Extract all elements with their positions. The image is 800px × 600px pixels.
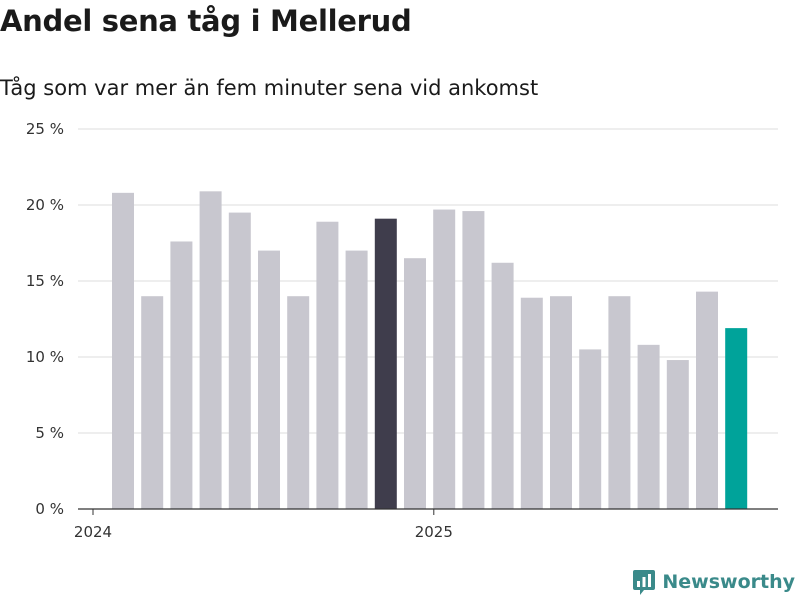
bar (520, 297, 543, 509)
bar (725, 328, 748, 509)
y-tick-label: 25 % (26, 120, 64, 138)
bar (374, 218, 397, 509)
y-tick-label: 0 % (35, 500, 64, 518)
bar (287, 296, 310, 509)
y-tick-label: 15 % (26, 272, 64, 290)
y-tick-label: 20 % (26, 196, 64, 214)
newsworthy-logo-icon (633, 570, 656, 595)
bar (345, 250, 368, 509)
bar (608, 296, 631, 509)
bar (579, 349, 602, 509)
bar (112, 192, 134, 509)
bar (491, 262, 514, 509)
bar (141, 296, 164, 509)
bar (404, 258, 426, 509)
bar (696, 291, 718, 509)
bar (550, 296, 572, 509)
x-tick-label: 2024 (74, 523, 112, 541)
chart-subtitle: Tåg som var mer än fem minuter sena vid … (0, 76, 539, 100)
bar (433, 209, 456, 509)
y-tick-label: 5 % (35, 424, 64, 442)
bar (228, 212, 251, 509)
bar (258, 250, 280, 509)
y-tick-label: 10 % (26, 348, 64, 366)
bar-chart: 0 % 5 % 10 % 15 % 20 % 25 % 2024 2025 (26, 120, 778, 541)
x-tick-label: 2025 (415, 523, 453, 541)
brand-logo: Newsworthy (632, 568, 795, 596)
bar (462, 211, 485, 509)
bar (199, 191, 222, 509)
bar (170, 241, 193, 510)
bar (316, 221, 339, 509)
brand-name: Newsworthy (662, 571, 795, 593)
bar (637, 344, 660, 509)
bar (666, 360, 689, 509)
chart-title: Andel sena tåg i Mellerud (0, 4, 412, 38)
